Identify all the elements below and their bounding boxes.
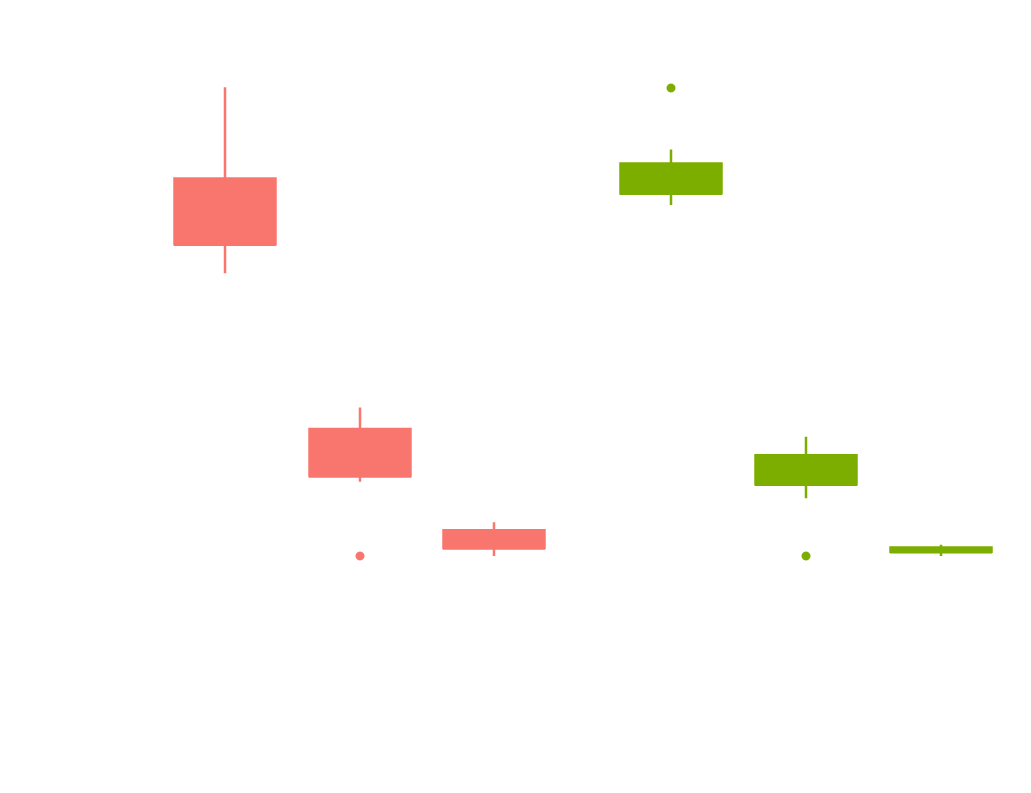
series-2-box-1-outlier-1 bbox=[666, 83, 676, 93]
series-1-box-1-box bbox=[173, 177, 277, 246]
plot-area bbox=[173, 83, 993, 561]
series-1-box-3-box bbox=[442, 529, 546, 550]
series-2-box-2-box bbox=[754, 454, 858, 486]
series-1-box-2-outlier-1 bbox=[355, 551, 365, 561]
series-2-box-2-outlier-1 bbox=[801, 551, 811, 561]
series-1-box-2-box bbox=[308, 427, 412, 478]
series-2-box-1-box bbox=[619, 162, 723, 195]
